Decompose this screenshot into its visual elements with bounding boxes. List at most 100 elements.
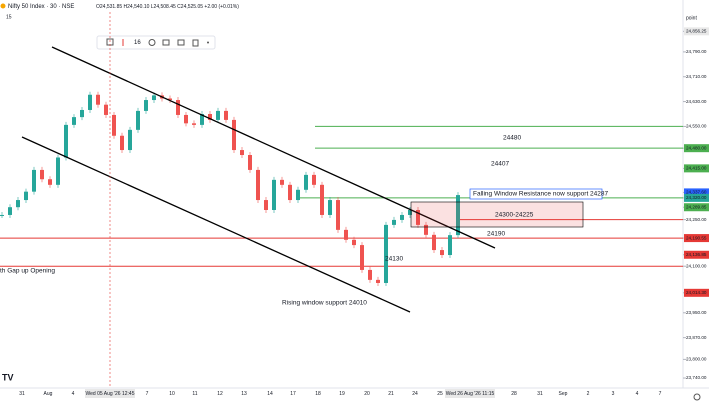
candle <box>272 179 276 210</box>
candle <box>80 109 84 118</box>
channel-upper <box>51 46 496 249</box>
time-tick-label: Aug <box>44 391 53 397</box>
candle <box>200 114 204 125</box>
price-label-bg <box>684 27 709 36</box>
price-tick-label: 24,100.00 <box>686 263 707 268</box>
price-tick-label: 24,337.60 <box>686 190 707 195</box>
indicator-toggle[interactable]: 15 <box>6 14 12 20</box>
toolbar-size[interactable]: 16 <box>134 40 141 46</box>
time-tick-label: 24 <box>412 391 418 397</box>
candle <box>144 100 148 111</box>
logo: TV <box>2 372 14 382</box>
unit: point <box>686 15 697 21</box>
candle <box>280 179 284 185</box>
time-tick-label: 19 <box>339 391 345 397</box>
time-tick-label: 4 <box>636 391 639 397</box>
time-tick-label: 31 <box>19 391 25 397</box>
time-tick-label: 11 <box>192 391 197 397</box>
candle <box>184 114 188 124</box>
candle <box>136 110 140 130</box>
annotation: 24190 <box>487 231 505 238</box>
channel-lower <box>21 136 411 313</box>
price-tick-label: 24,790.00 <box>686 49 707 54</box>
tool-icon[interactable] <box>207 41 209 44</box>
time-tick-label: 18 <box>315 391 321 397</box>
candle <box>8 207 12 215</box>
candle <box>112 114 116 136</box>
candle <box>16 200 20 208</box>
candle <box>176 100 180 115</box>
price-tick-label: 23,800.00 <box>686 357 707 362</box>
settings-button[interactable] <box>693 393 701 401</box>
price-tick-label: 23,950.00 <box>686 310 707 315</box>
symbol-icon <box>0 3 6 9</box>
candle <box>152 95 156 101</box>
time-tick-label: 4 <box>72 391 75 397</box>
tool-icon[interactable] <box>162 39 170 46</box>
price-tick-label: 24,320.00 <box>686 195 707 200</box>
candle <box>224 110 228 120</box>
price-label-bg <box>684 164 709 173</box>
price-tick-label: 24,856.25 <box>686 29 707 34</box>
ohlc: O24,531.85 H24,540.10 L24,508.45 C24,525… <box>96 4 239 10</box>
price-tick-label: 24,014.30 <box>686 290 707 295</box>
time-label-bg <box>85 389 135 398</box>
tool-icon[interactable] <box>192 39 199 47</box>
price-label-bg <box>684 203 709 212</box>
candle <box>432 234 436 251</box>
time-tick-label: Wed 05 Aug '26 12:45 <box>86 391 135 397</box>
symbol-title: Nifty 50 Index · 30 · NSE <box>8 4 74 10</box>
time-tick-label: 2 <box>587 391 590 397</box>
price-label-bg <box>684 188 709 197</box>
time-tick-label: 3 <box>612 391 615 397</box>
candle <box>192 123 196 125</box>
candle <box>120 135 124 151</box>
price-tick-label: 24,289.85 <box>686 204 707 209</box>
toolbar-bg <box>96 35 216 50</box>
candle <box>392 219 396 225</box>
candle <box>360 245 364 270</box>
annotation: 24407 <box>491 161 509 168</box>
candle <box>168 98 172 101</box>
note-box <box>469 188 603 200</box>
tool-icon[interactable] <box>148 39 156 46</box>
price-tick-label: 24,550.00 <box>686 124 707 129</box>
time-label-bg <box>445 389 495 398</box>
zone-box <box>410 201 584 228</box>
tool-icon[interactable] <box>177 39 185 46</box>
time-tick-label: 31 <box>537 391 543 397</box>
candle <box>0 214 4 216</box>
candle <box>336 200 340 230</box>
time-tick-label: 25 <box>437 391 443 397</box>
candle <box>408 209 412 215</box>
candle <box>416 209 420 225</box>
time-tick-label: Sep <box>559 391 568 397</box>
annotation: th Gap up Opening <box>0 268 55 275</box>
price-tick-label: 23,740.00 <box>686 375 707 380</box>
price-tick-label: 24,190.55 <box>686 235 707 240</box>
time-tick-label: 17 <box>290 391 296 397</box>
candle <box>88 94 92 110</box>
price-label-bg <box>684 250 709 259</box>
candle <box>216 110 220 120</box>
annotation: 24300-24225 <box>495 212 534 219</box>
annotation: 24480 <box>503 135 521 142</box>
time-tick-label: 7 <box>659 391 662 397</box>
candle <box>328 200 332 215</box>
candle <box>56 157 60 185</box>
candle <box>240 150 244 156</box>
price-tick-label: 24,415.00 <box>686 166 707 171</box>
candle <box>48 179 52 185</box>
candle <box>256 169 260 201</box>
candle <box>128 129 132 151</box>
time-tick-label: 12 <box>217 391 223 397</box>
price-tick-label: 24,710.00 <box>686 74 707 79</box>
price-label-bg <box>684 288 709 297</box>
candle <box>64 124 68 158</box>
candle <box>72 117 76 125</box>
candle <box>320 184 324 215</box>
candle <box>368 269 372 280</box>
candle <box>312 174 316 185</box>
candle <box>40 169 44 180</box>
